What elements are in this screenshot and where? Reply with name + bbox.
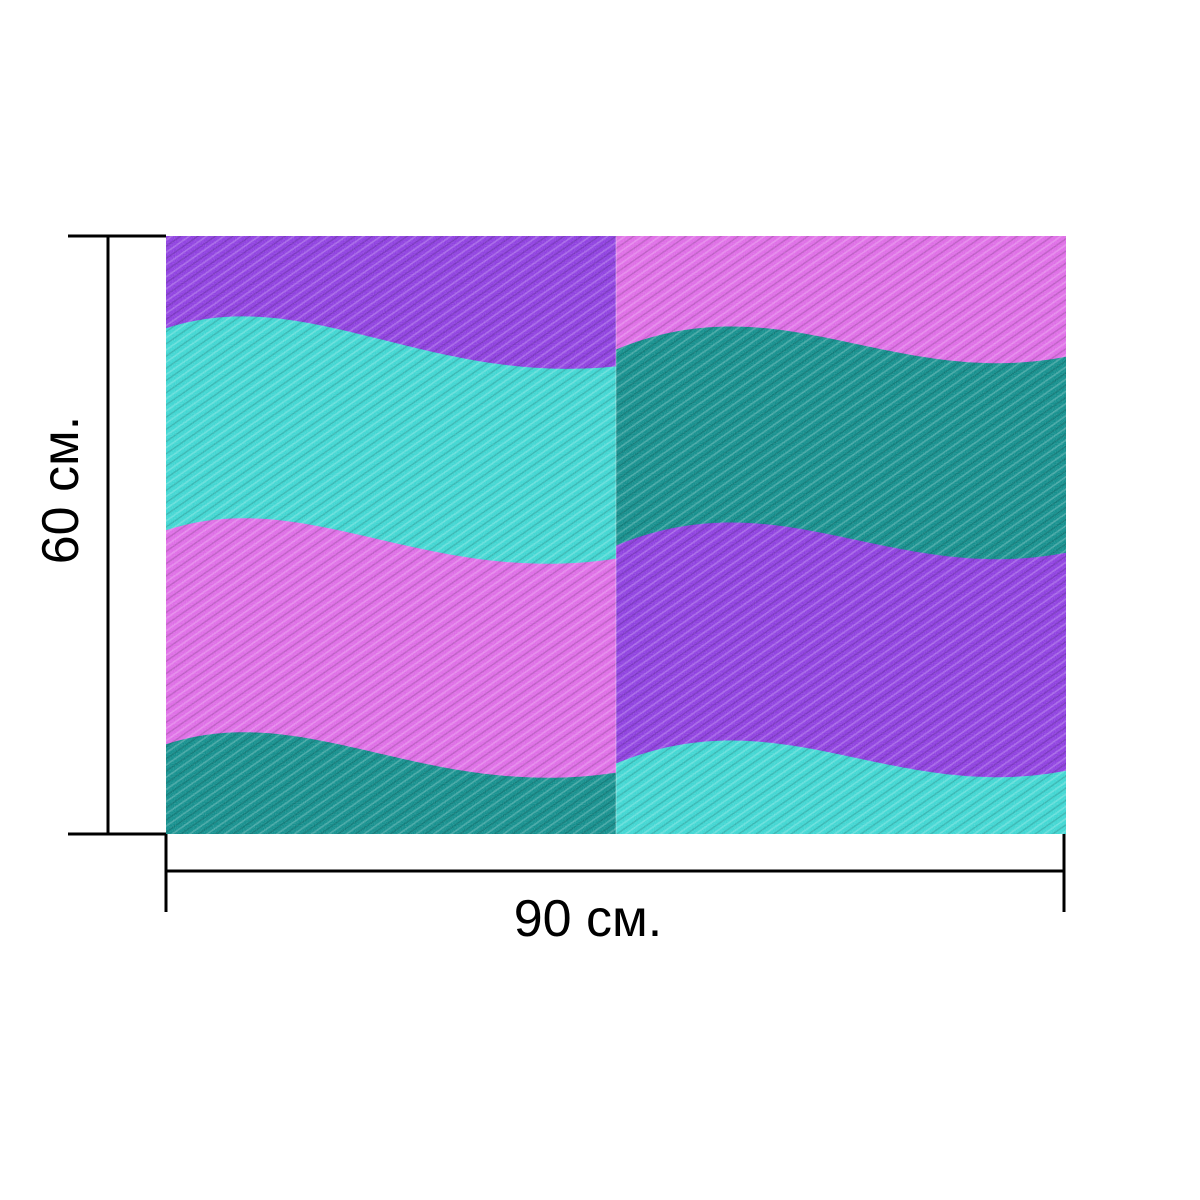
height-label: 60 см. <box>32 416 90 564</box>
height-dimension: 60 см. <box>32 234 166 836</box>
grain-texture <box>166 236 1066 834</box>
width-label: 90 см. <box>514 890 662 948</box>
width-dimension: 90 см. <box>164 834 1066 948</box>
fabric-print <box>166 236 1066 834</box>
